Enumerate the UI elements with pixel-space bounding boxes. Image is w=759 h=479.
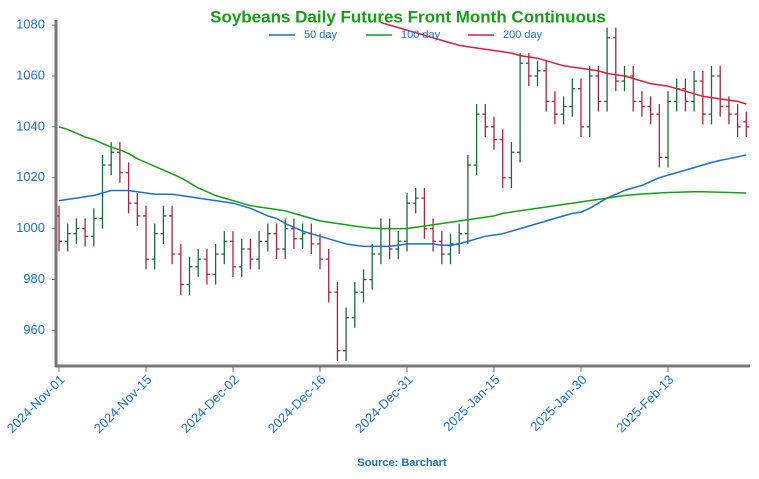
y-tick-label: 1080 bbox=[16, 17, 45, 32]
x-tick-label: 2025-Jan-30 bbox=[527, 372, 589, 434]
plot-area bbox=[56, 21, 750, 361]
y-tick-label: 1060 bbox=[16, 67, 45, 82]
y-tick-label: 1020 bbox=[16, 169, 45, 184]
legend-label: 50 day bbox=[304, 29, 338, 41]
x-tick-label: 2025-Feb-13 bbox=[613, 372, 676, 435]
x-tick-label: 2024-Nov-15 bbox=[91, 372, 155, 436]
x-tick-label: 2024-Dec-31 bbox=[352, 372, 416, 436]
y-tick-label: 1000 bbox=[16, 220, 45, 235]
y-tick-label: 980 bbox=[23, 271, 45, 286]
y-tick-label: 1040 bbox=[16, 118, 45, 133]
legend-label: 100 day bbox=[401, 29, 441, 41]
ma-line bbox=[58, 154, 747, 248]
ma-line bbox=[380, 21, 747, 105]
x-tick-label: 2025-Jan-15 bbox=[440, 372, 502, 434]
x-tick-label: 2024-Dec-16 bbox=[265, 372, 329, 436]
ma-line bbox=[58, 126, 747, 230]
y-tick-label: 960 bbox=[23, 322, 45, 337]
legend-label: 200 day bbox=[503, 29, 543, 41]
x-tick-label: 2024-Dec-02 bbox=[178, 372, 242, 436]
chart-title: Soybeans Daily Futures Front Month Conti… bbox=[210, 7, 606, 26]
source: Source: Barchart bbox=[357, 457, 447, 469]
x-tick-label: 2024-Nov-01 bbox=[4, 372, 68, 436]
